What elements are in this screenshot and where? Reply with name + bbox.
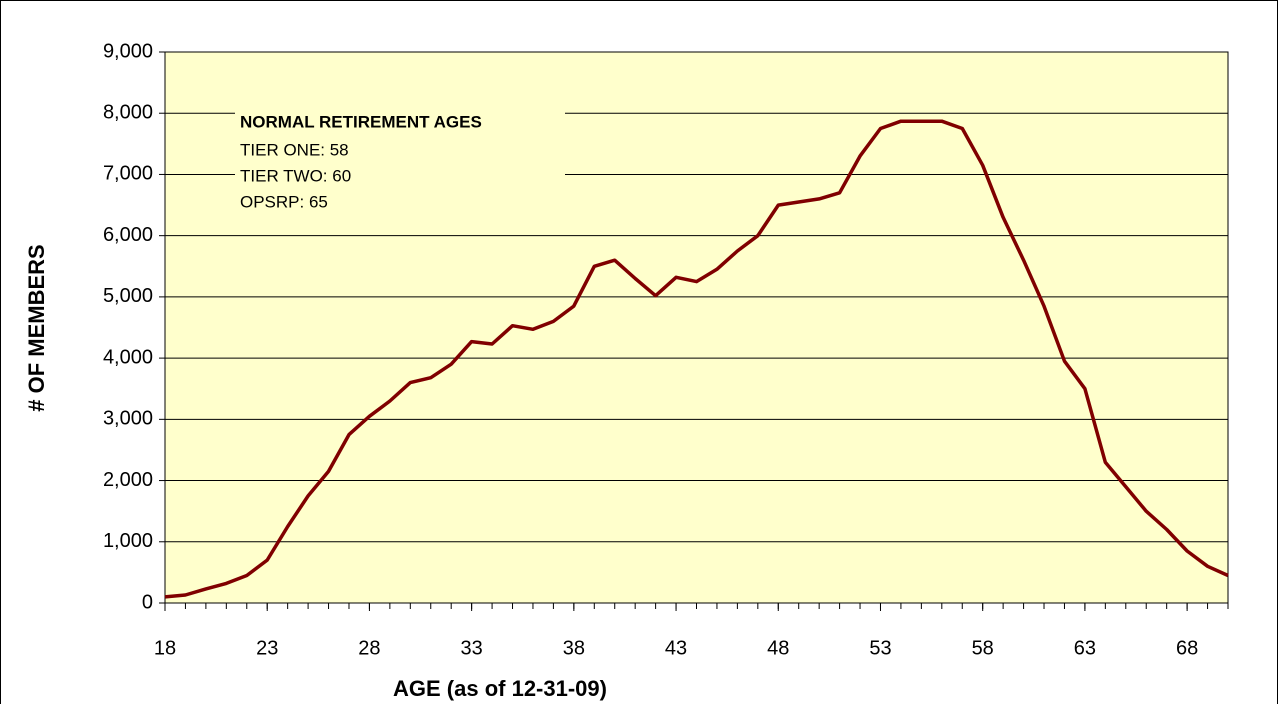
x-tick-label: 53 [869,637,891,659]
y-tick-label: 4,000 [103,346,153,368]
x-tick-label: 33 [461,637,483,659]
x-axis-label: AGE (as of 12-31-09) [393,676,607,701]
annotation-box [235,105,565,235]
x-tick-label: 63 [1074,637,1096,659]
x-tick-label: 28 [358,637,380,659]
y-tick-label: 0 [142,591,153,613]
y-tick-label: 7,000 [103,163,153,185]
x-tick-label: 48 [767,637,789,659]
annotation-line: OPSRP: 65 [240,192,328,211]
x-tick-label: 68 [1176,637,1198,659]
x-tick-label: 43 [665,637,687,659]
annotation-line: TIER ONE: 58 [240,140,349,159]
y-tick-label: 1,000 [103,530,153,552]
x-tick-label: 23 [256,637,278,659]
series-line [164,119,1229,599]
x-tick-label: 38 [563,637,585,659]
y-tick-label: 8,000 [103,102,153,124]
y-tick-label: 5,000 [103,285,153,307]
y-tick-label: 9,000 [103,40,153,62]
x-tick-label: 18 [154,637,176,659]
y-tick-label: 2,000 [103,469,153,491]
y-tick-label: 3,000 [103,408,153,430]
annotation-title: NORMAL RETIREMENT AGES [240,112,482,131]
y-axis-label: # OF MEMBERS [24,244,49,411]
x-tick-label: 58 [972,637,994,659]
y-tick-label: 6,000 [103,224,153,246]
annotation-line: TIER TWO: 60 [240,166,351,185]
